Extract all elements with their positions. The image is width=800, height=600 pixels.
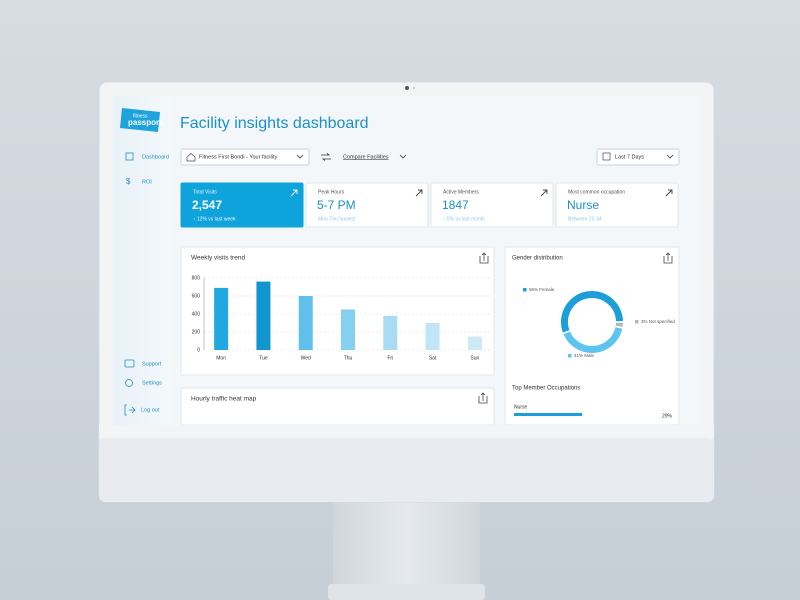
panel — [180, 246, 495, 376]
kpi-value: 1847 — [442, 198, 469, 212]
donut-segment — [561, 291, 623, 333]
occupation-value: 29% — [662, 413, 673, 419]
kpi-note: ↑ 5% vs last month — [443, 216, 485, 222]
expand-icon[interactable] — [665, 189, 673, 197]
panel — [504, 246, 680, 426]
y-tick-label: 0 — [197, 347, 200, 353]
x-tick-label: Thu — [344, 355, 353, 361]
nav-icon — [125, 379, 133, 387]
bar — [425, 323, 440, 350]
nav-icon: $ — [126, 177, 131, 186]
panel-title: Top Member Occupations — [512, 386, 580, 392]
bar — [298, 296, 313, 350]
donut-label: 3% Not specified — [641, 319, 675, 324]
nav-item[interactable]: ROI — [142, 179, 152, 185]
donut-label: 41% Male — [574, 353, 595, 358]
kpi-label: Peak Hours — [318, 189, 345, 195]
bar — [383, 315, 398, 350]
panel-title: Hourly traffic heat map — [191, 396, 257, 403]
kpi-card — [555, 182, 679, 228]
calendar-icon — [602, 152, 611, 161]
x-tick-label: Tue — [259, 355, 268, 361]
kpi-cards: Total Visits 2,547 ↑ 12% vs last week Peak … — [180, 182, 679, 228]
nav-icon — [124, 359, 135, 368]
share-icon[interactable] — [663, 252, 673, 264]
facility-select[interactable] — [180, 148, 310, 166]
logo-text: fitness — [133, 113, 148, 119]
x-tick-label: Wed — [301, 355, 311, 361]
facility-select-text: Fitness First Bondi - Your facility — [199, 154, 278, 160]
monitor-stand — [333, 500, 480, 588]
period-select[interactable] — [596, 148, 680, 166]
kpi-label: Total Visits — [193, 189, 217, 195]
logo-text: passport. — [128, 118, 164, 127]
home-icon — [186, 153, 196, 162]
logo-shape — [120, 108, 160, 132]
monitor-bezel — [99, 425, 714, 438]
sidebar — [113, 96, 173, 425]
kpi-label: Active Members — [443, 189, 479, 195]
sensor — [413, 87, 415, 89]
kpi-note: ↑ 12% vs last week — [193, 216, 236, 222]
y-tick-label: 800 — [192, 275, 201, 281]
kpi-label: Most common occupation — [568, 189, 625, 195]
bar — [214, 287, 229, 350]
legend-swatch — [568, 354, 572, 358]
kpi-card — [430, 182, 554, 228]
bar — [256, 281, 271, 350]
bar — [467, 336, 482, 350]
kpi-note: Mon-Thu busiest — [318, 216, 356, 222]
page-title: Facility insights dashboard — [180, 115, 369, 132]
nav-item[interactable]: Dashboard — [142, 154, 169, 160]
occupation-label: Nurse — [514, 404, 528, 410]
legend-swatch — [523, 288, 527, 292]
x-tick-label: Mon — [216, 355, 226, 361]
chevron — [296, 154, 304, 159]
kpi-card — [305, 182, 429, 228]
kpi-card — [180, 182, 304, 228]
monitor-chin — [99, 438, 714, 502]
occupation-bar — [514, 413, 583, 416]
y-tick-label: 600 — [192, 293, 201, 299]
nav-item[interactable]: Support — [142, 361, 162, 367]
donut-segment — [563, 326, 623, 353]
x-tick-label: Fri — [387, 355, 393, 361]
compare-link[interactable]: Compare Facilities — [343, 154, 389, 160]
compare-icon — [321, 153, 331, 161]
expand-icon[interactable] — [540, 189, 548, 197]
kpi-value: 5-7 PM — [317, 198, 356, 212]
legend-swatch — [635, 320, 639, 324]
expand-icon[interactable] — [415, 189, 423, 197]
x-tick-label: Sat — [429, 355, 437, 361]
charts: 0 200 400 600 800 Mon Tue Wed Thu Fri Sat Sun 56% Fe… — [192, 275, 676, 419]
monitor-base — [328, 584, 485, 600]
share-icon[interactable] — [479, 252, 489, 264]
panel-title: Weekly visits trend — [191, 255, 245, 262]
x-tick-label: Sun — [470, 355, 479, 361]
kpi-value: Nurse — [567, 198, 599, 212]
expand-icon[interactable] — [290, 189, 298, 197]
kpi-value: 2,547 — [192, 198, 222, 212]
chevron — [399, 154, 407, 159]
camera — [405, 86, 409, 90]
panel-title: Gender distribution — [512, 256, 563, 262]
period-select-text: Last 7 Days — [615, 154, 644, 160]
nav-icon — [125, 152, 134, 161]
nav-icon — [124, 404, 136, 416]
kpi-note: Between 22-34 — [568, 216, 602, 222]
share-icon[interactable] — [478, 392, 488, 404]
panel — [180, 387, 495, 426]
chevron — [666, 154, 674, 159]
y-tick-label: 400 — [192, 311, 201, 317]
nav-item[interactable]: Settings — [142, 380, 162, 386]
donut-label: 56% Female — [529, 287, 555, 292]
y-tick-label: 200 — [192, 329, 201, 335]
nav-item[interactable]: Log out — [141, 407, 160, 413]
bar — [341, 309, 355, 350]
